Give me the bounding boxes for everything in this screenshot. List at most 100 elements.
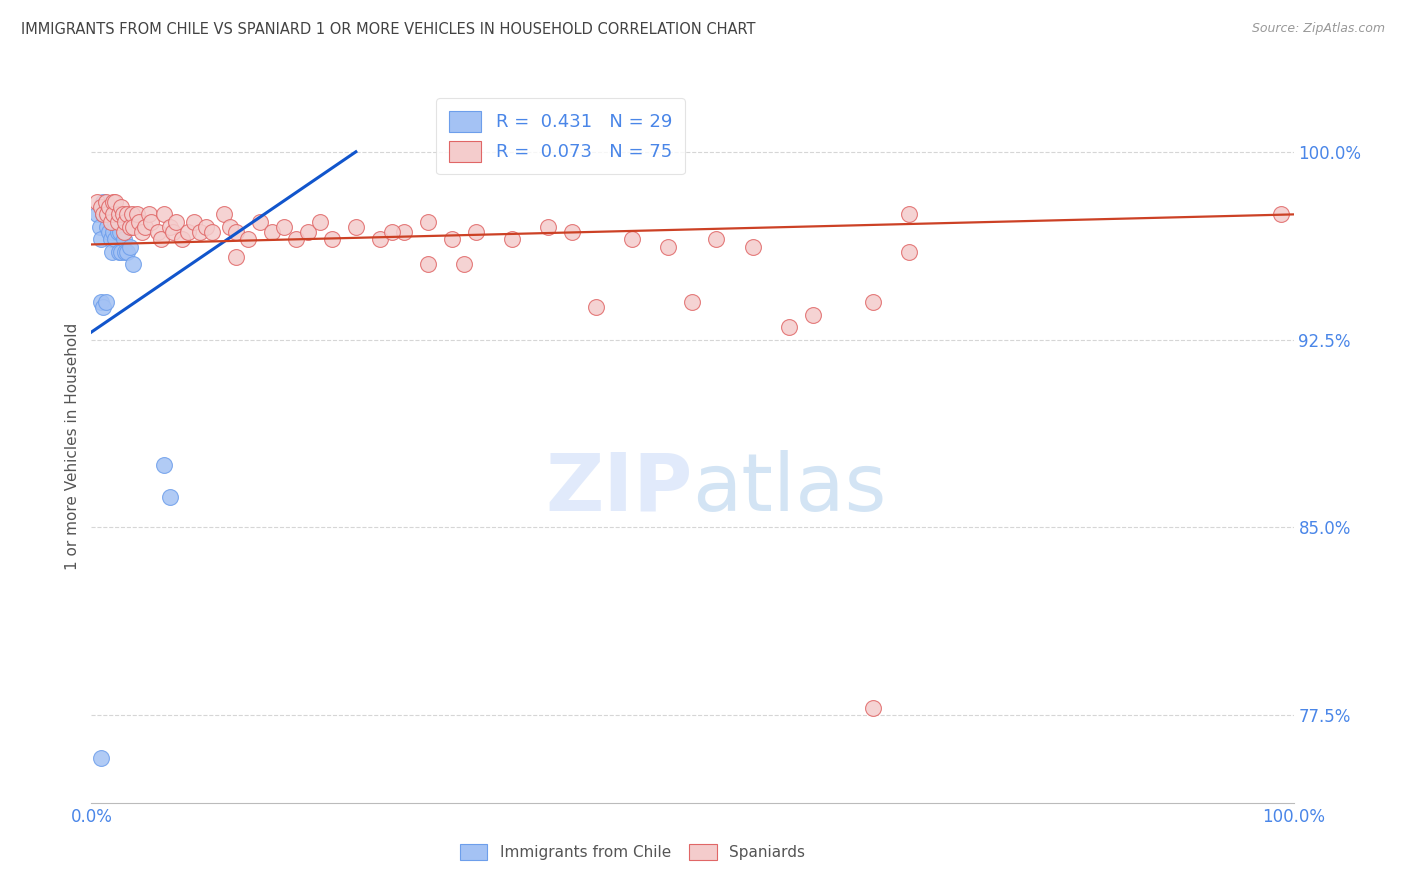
Point xyxy=(440,232,463,246)
Point xyxy=(107,215,129,229)
Point xyxy=(146,225,169,239)
Point xyxy=(273,219,295,234)
Point xyxy=(110,225,132,239)
Point xyxy=(101,194,124,209)
Point xyxy=(94,194,117,209)
Point xyxy=(114,215,136,229)
Text: IMMIGRANTS FROM CHILE VS SPANIARD 1 OR MORE VEHICLES IN HOUSEHOLD CORRELATION CH: IMMIGRANTS FROM CHILE VS SPANIARD 1 OR M… xyxy=(21,22,755,37)
Point xyxy=(128,215,150,229)
Point xyxy=(150,232,173,246)
Point xyxy=(201,225,224,239)
Point xyxy=(183,215,205,229)
Point xyxy=(100,215,122,229)
Point xyxy=(86,207,108,221)
Point xyxy=(218,219,240,234)
Point xyxy=(188,225,211,239)
Point xyxy=(90,232,112,246)
Point xyxy=(1270,207,1292,221)
Point xyxy=(125,207,148,221)
Point xyxy=(368,232,391,246)
Point xyxy=(118,240,141,254)
Point xyxy=(862,295,884,310)
Point xyxy=(152,458,174,472)
Point xyxy=(162,225,184,239)
Point xyxy=(122,219,145,234)
Point xyxy=(141,215,163,229)
Point xyxy=(176,225,198,239)
Point xyxy=(90,200,112,214)
Point xyxy=(194,219,217,234)
Point xyxy=(96,219,118,234)
Point xyxy=(159,219,181,234)
Point xyxy=(107,225,129,239)
Point xyxy=(121,207,143,221)
Point xyxy=(159,491,181,505)
Point xyxy=(104,232,127,246)
Point xyxy=(122,257,145,271)
Point xyxy=(260,225,283,239)
Point xyxy=(681,295,703,310)
Point xyxy=(117,207,139,221)
Point xyxy=(308,215,330,229)
Point xyxy=(94,295,117,310)
Point xyxy=(212,207,235,221)
Point xyxy=(104,215,127,229)
Point xyxy=(897,244,920,259)
Point xyxy=(117,244,139,259)
Point xyxy=(344,219,367,234)
Point xyxy=(778,320,800,334)
Point xyxy=(93,194,115,209)
Text: ZIP: ZIP xyxy=(546,450,692,528)
Point xyxy=(862,700,884,714)
Point xyxy=(93,300,115,314)
Point xyxy=(89,219,111,234)
Point xyxy=(108,244,131,259)
Point xyxy=(801,308,824,322)
Point xyxy=(94,207,117,221)
Point xyxy=(465,225,488,239)
Point xyxy=(110,200,132,214)
Point xyxy=(118,219,141,234)
Point xyxy=(392,225,415,239)
Point xyxy=(138,207,160,221)
Point xyxy=(90,295,112,310)
Point xyxy=(100,232,122,246)
Point xyxy=(110,244,132,259)
Point xyxy=(585,300,607,314)
Point xyxy=(112,225,135,239)
Point xyxy=(537,219,560,234)
Point xyxy=(225,225,247,239)
Point xyxy=(152,207,174,221)
Point xyxy=(381,225,404,239)
Point xyxy=(134,219,156,234)
Point xyxy=(416,257,439,271)
Point xyxy=(104,194,127,209)
Point xyxy=(98,200,121,214)
Y-axis label: 1 or more Vehicles in Household: 1 or more Vehicles in Household xyxy=(65,322,80,570)
Point xyxy=(101,225,124,239)
Point xyxy=(112,232,135,246)
Point xyxy=(297,225,319,239)
Legend: Immigrants from Chile, Spaniards: Immigrants from Chile, Spaniards xyxy=(454,838,811,866)
Point xyxy=(111,207,134,221)
Point xyxy=(501,232,523,246)
Point xyxy=(98,207,121,221)
Point xyxy=(249,215,271,229)
Point xyxy=(621,232,644,246)
Point xyxy=(561,225,583,239)
Point xyxy=(114,244,136,259)
Text: Source: ZipAtlas.com: Source: ZipAtlas.com xyxy=(1251,22,1385,36)
Point xyxy=(284,232,307,246)
Point xyxy=(98,225,121,239)
Point xyxy=(108,207,131,221)
Point xyxy=(453,257,475,271)
Point xyxy=(96,207,118,221)
Point xyxy=(86,194,108,209)
Point xyxy=(657,240,679,254)
Point xyxy=(897,207,920,221)
Point xyxy=(416,215,439,229)
Point xyxy=(101,244,124,259)
Point xyxy=(93,207,115,221)
Point xyxy=(706,232,728,246)
Point xyxy=(321,232,343,246)
